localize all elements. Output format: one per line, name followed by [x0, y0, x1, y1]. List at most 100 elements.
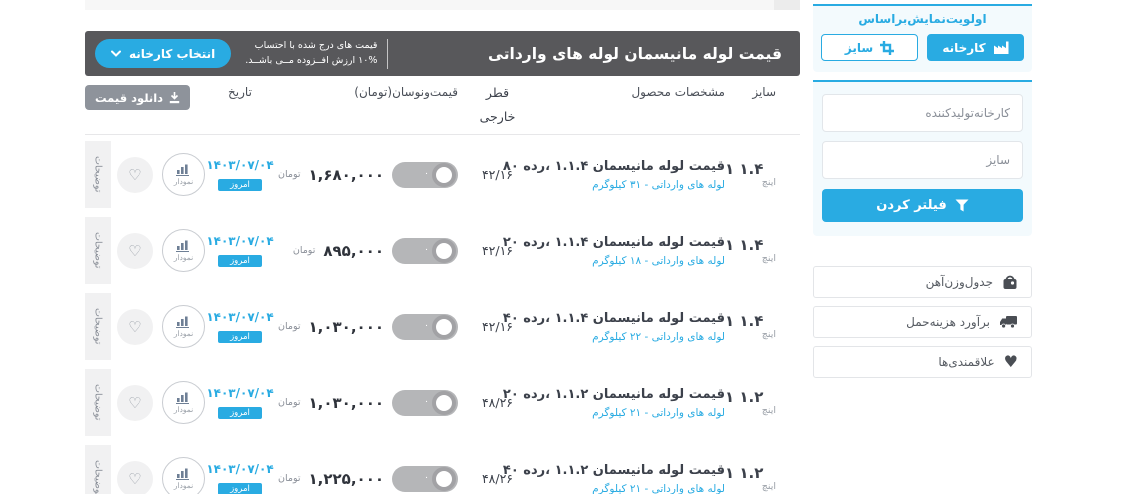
sidebar-item-weight-table[interactable]: جدول‌وزن‌آهن: [813, 266, 1032, 298]
previous-row-body: [85, 0, 774, 10]
download-label: دانلود قیمت: [95, 90, 164, 105]
details-label: توضیحات: [92, 156, 104, 193]
chart-button[interactable]: نمودار: [162, 381, 205, 424]
diameter-value: ۴۸/۲۶: [481, 471, 514, 486]
today-badge: امروز: [218, 483, 262, 494]
sidebar-item-label: علاقمندی‌ها: [938, 355, 995, 369]
price-cell: ۰ ۱,۶۸۰,۰۰۰ تومان: [275, 161, 460, 188]
row-details-tab[interactable]: توضیحات: [85, 141, 111, 208]
table-header-row: سایز مشخصات محصول قطر خارجی قیمت‌ونوسان(…: [85, 76, 800, 135]
details-label: توضیحات: [92, 384, 104, 421]
price-cell: ۰ ۸۹۵,۰۰۰ تومان: [275, 237, 460, 264]
date-value: ۱۴۰۳/۰۷/۰۴: [206, 462, 274, 476]
favorite-heart-icon[interactable]: ♡: [117, 384, 153, 421]
chart-cell: نمودار: [153, 153, 205, 196]
favorite-heart-icon[interactable]: ♡: [117, 156, 153, 193]
favorite-cell: ♡: [111, 308, 153, 345]
fluctuation-value: ۰: [424, 472, 429, 483]
product-subtitle: لوله های وارداتی - ۲۲ کیلوگرم: [592, 330, 725, 343]
favorite-heart-icon[interactable]: ♡: [117, 308, 153, 345]
toggle-knob: [432, 466, 456, 491]
chart-label: نمودار: [173, 176, 194, 186]
date-cell: ۱۴۰۳/۰۷/۰۴ امروز: [205, 462, 275, 494]
page-title: قیمت لوله مانیسمان لوله های وارداتی: [488, 44, 782, 63]
size-value: ۱ ۱.۲: [725, 388, 764, 407]
price-value: ۱,۲۲۵,۰۰۰: [308, 469, 384, 488]
previous-row-details-tab: [774, 0, 800, 10]
product-subtitle: لوله های وارداتی - ۲۱ کیلوگرم: [592, 406, 725, 419]
apply-filter-label: فیلتر کردن: [876, 198, 947, 213]
table-row: ۱ ۱.۴ اینچ قیمت لوله مانیسمان ۱.۱.۴ ،رده…: [85, 293, 800, 360]
chart-button[interactable]: نمودار: [162, 153, 205, 196]
fluctuation-value: ۰: [424, 168, 429, 179]
header-price: قیمت‌ونوسان(تومان): [354, 85, 458, 99]
toggle-knob: [432, 162, 456, 187]
diameter-value: ۴۲/۱۶: [481, 167, 514, 182]
size-input[interactable]: [822, 141, 1023, 179]
favorite-heart-icon[interactable]: ♡: [117, 460, 153, 494]
fluctuation-toggle[interactable]: ۰: [392, 389, 458, 416]
date-cell: ۱۴۰۳/۰۷/۰۴ امروز: [205, 386, 275, 419]
price-value: ۸۹۵,۰۰۰: [323, 241, 384, 260]
price-value: ۱,۶۸۰,۰۰۰: [308, 165, 384, 184]
download-price-button[interactable]: دانلود قیمت: [85, 85, 191, 110]
fluctuation-toggle[interactable]: ۰: [392, 237, 458, 264]
date-cell: ۱۴۰۳/۰۷/۰۴ امروز: [205, 158, 275, 191]
fluctuation-toggle[interactable]: ۰: [392, 465, 458, 492]
header-date: تاریخ: [228, 85, 252, 99]
toggle-knob: [432, 314, 456, 339]
row-details-tab[interactable]: توضیحات: [85, 369, 111, 436]
factory-input[interactable]: [822, 94, 1023, 132]
bar-chart-icon: [176, 468, 191, 480]
fluctuation-value: ۰: [424, 244, 429, 255]
chart-button[interactable]: نمودار: [162, 229, 205, 272]
product-title: قیمت لوله مانیسمان ۱.۱.۴ ،رده ۲۰: [502, 234, 725, 250]
priority-size-button[interactable]: سایز: [821, 34, 918, 61]
table-rows: ۱ ۱.۴ اینچ قیمت لوله مانیسمان ۱.۱.۴ ،رده…: [85, 141, 800, 494]
apply-filter-button[interactable]: فیلتر کردن: [822, 189, 1023, 222]
sidebar-links: جدول‌وزن‌آهن برآورد هزینه‌حمل ♥ علاقمندی…: [813, 266, 1032, 378]
funnel-icon: [955, 199, 969, 212]
bar-chart-icon: [176, 164, 191, 176]
row-details-tab[interactable]: توضیحات: [85, 217, 111, 284]
fluctuation-toggle[interactable]: ۰: [392, 161, 458, 188]
details-label: توضیحات: [92, 232, 104, 269]
favorite-heart-icon[interactable]: ♡: [117, 232, 153, 269]
chart-button[interactable]: نمودار: [162, 457, 205, 494]
priority-title: اولویت‌نمایش‌براساس: [858, 12, 987, 26]
crop-icon: [880, 40, 895, 55]
today-badge: امروز: [218, 407, 262, 419]
sidebar-item-favorites[interactable]: ♥ علاقمندی‌ها: [813, 346, 1032, 378]
sidebar-item-shipping-estimate[interactable]: برآورد هزینه‌حمل: [813, 306, 1032, 338]
date-value: ۱۴۰۳/۰۷/۰۴: [206, 310, 274, 324]
product-subtitle: لوله های وارداتی - ۳۱ کیلوگرم: [592, 178, 725, 191]
bar-chart-icon: [176, 392, 191, 404]
priority-factory-button[interactable]: کارخانه: [927, 34, 1024, 61]
favorite-cell: ♡: [111, 156, 153, 193]
weight-icon: [1002, 274, 1018, 290]
size-unit: اینچ: [761, 252, 776, 264]
download-icon: [169, 91, 180, 104]
fluctuation-toggle[interactable]: ۰: [392, 313, 458, 340]
table-row: ۱ ۱.۲ اینچ قیمت لوله مانیسمان ۱.۱.۲ ،رده…: [85, 445, 800, 494]
product-title: قیمت لوله مانیسمان ۱.۱.۲ ،رده ۴۰: [502, 462, 725, 478]
product-title: قیمت لوله مانیسمان ۱.۱.۴ ،رده ۴۰: [502, 310, 725, 326]
product-title: قیمت لوله مانیسمان ۱.۱.۴ ،رده ۸۰: [502, 158, 725, 174]
product-title: قیمت لوله مانیسمان ۱.۱.۲ ،رده ۲۰: [502, 386, 725, 402]
size-cell: ۱ ۱.۴ اینچ: [725, 161, 800, 188]
header-product: مشخصات محصول: [631, 85, 725, 99]
filter-box: فیلتر کردن: [813, 80, 1032, 236]
today-badge: امروز: [218, 255, 262, 267]
select-factory-button[interactable]: انتخاب کارخانه: [95, 39, 232, 68]
size-unit: اینچ: [761, 404, 776, 416]
chart-button[interactable]: نمودار: [162, 305, 205, 348]
vat-note-line1: قیمت های درج شده با احتساب: [254, 40, 378, 52]
price-value: ۱,۰۳۰,۰۰۰: [308, 393, 384, 412]
header-size: سایز: [752, 85, 776, 99]
row-details-tab[interactable]: توضیحات: [85, 445, 111, 494]
toggle-knob: [432, 238, 456, 263]
row-details-tab[interactable]: توضیحات: [85, 293, 111, 360]
heart-icon: ♥: [1003, 352, 1018, 371]
size-value: ۱ ۱.۴: [725, 312, 764, 331]
bar-chart-icon: [176, 316, 191, 328]
